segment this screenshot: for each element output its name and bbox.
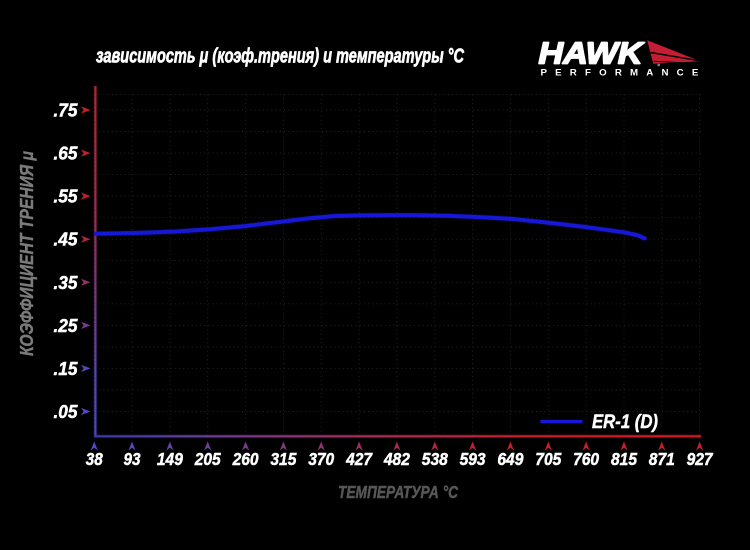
svg-text:871: 871 [649, 449, 675, 469]
svg-text:зависимость μ (коэф.трения) и: зависимость μ (коэф.трения) и температур… [96, 46, 464, 68]
svg-text:705: 705 [535, 449, 561, 469]
svg-text:.75: .75 [54, 100, 79, 121]
svg-text:93: 93 [124, 449, 141, 469]
svg-text:PERFORMANCE: PERFORMANCE [541, 68, 707, 79]
svg-text:260: 260 [232, 449, 259, 469]
svg-text:.05: .05 [54, 401, 79, 422]
svg-text:HAWK: HAWK [539, 35, 646, 70]
svg-text:315: 315 [270, 449, 296, 469]
svg-text:КОЭФФИЦИЕНТ ТРЕНИЯ μ: КОЭФФИЦИЕНТ ТРЕНИЯ μ [17, 151, 37, 356]
svg-text:.55: .55 [54, 186, 79, 207]
svg-text:.65: .65 [54, 143, 79, 164]
svg-text:.25: .25 [54, 315, 79, 336]
svg-text:ER-1 (D): ER-1 (D) [592, 411, 658, 433]
svg-text:815: 815 [611, 449, 637, 469]
svg-text:760: 760 [573, 449, 599, 469]
svg-text:927: 927 [687, 449, 714, 469]
svg-text:.35: .35 [54, 272, 79, 293]
svg-text:482: 482 [383, 449, 410, 469]
svg-text:205: 205 [194, 449, 221, 469]
svg-text:370: 370 [308, 449, 334, 469]
svg-text:149: 149 [157, 449, 183, 469]
svg-text:538: 538 [422, 449, 448, 469]
svg-text:427: 427 [345, 449, 373, 469]
svg-text:38: 38 [86, 449, 103, 469]
svg-text:593: 593 [460, 449, 486, 469]
svg-text:.15: .15 [54, 358, 79, 379]
svg-text:649: 649 [497, 449, 523, 469]
svg-text:ТЕМПЕРАТУРА °C: ТЕМПЕРАТУРА °C [338, 482, 458, 502]
svg-text:.45: .45 [54, 229, 79, 250]
